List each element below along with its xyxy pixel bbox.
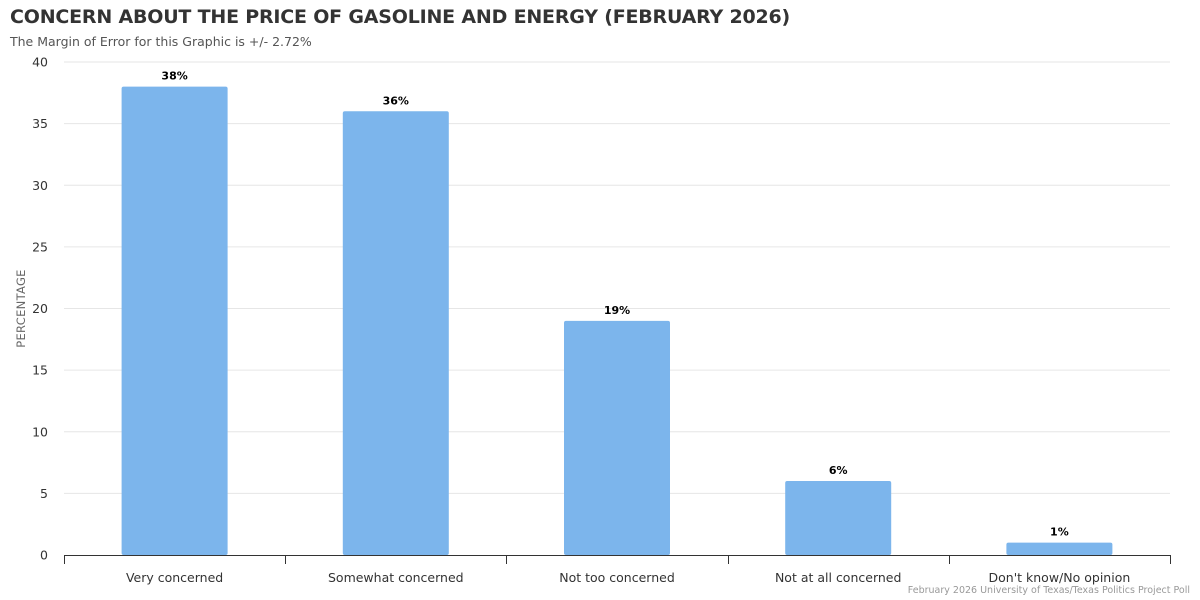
chart-subtitle: The Margin of Error for this Graphic is … [10,34,312,49]
y-tick-label: 0 [40,548,48,563]
y-axis-label: PERCENTAGE [14,269,28,348]
labels: 0 5 10 15 20 25 30 35 40 PERCENTAGE 38% Very concer… [14,55,1130,586]
y-tick-label: 25 [32,239,48,254]
y-tick-label: 35 [32,116,48,131]
chart-credit: February 2026 University of Texas/Texas … [907,585,1190,596]
gridlines [64,61,1170,494]
y-tick-label: 15 [32,363,48,378]
data-label: 36% [383,94,409,107]
x-tick-label: Don't know/No opinion [989,570,1131,585]
bars [121,86,1113,556]
bar [564,320,670,555]
bar [785,481,892,555]
bar [342,111,449,556]
data-label: 6% [829,464,848,477]
y-tick-label: 5 [40,486,48,501]
bar [121,86,228,556]
y-tick-label: 10 [32,424,48,439]
x-tick-label: Very concerned [126,570,223,585]
x-tick-label: Not too concerned [559,570,675,585]
y-tick-label: 30 [32,178,48,193]
data-label: 38% [161,70,187,83]
x-axis [64,555,1171,564]
y-tick-label: 40 [32,55,48,70]
x-tick-label: Not at all concerned [775,570,901,585]
x-tick-label: Somewhat concerned [328,570,464,585]
data-label: 1% [1050,526,1069,539]
bar [1006,542,1113,555]
data-label: 19% [604,304,630,317]
chart-title: CONCERN ABOUT THE PRICE OF GASOLINE AND … [10,6,791,28]
y-tick-label: 20 [32,301,48,316]
